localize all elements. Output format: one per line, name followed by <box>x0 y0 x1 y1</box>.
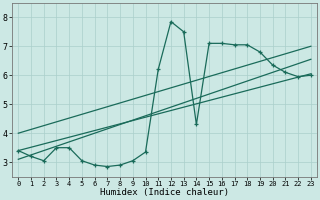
X-axis label: Humidex (Indice chaleur): Humidex (Indice chaleur) <box>100 188 229 197</box>
